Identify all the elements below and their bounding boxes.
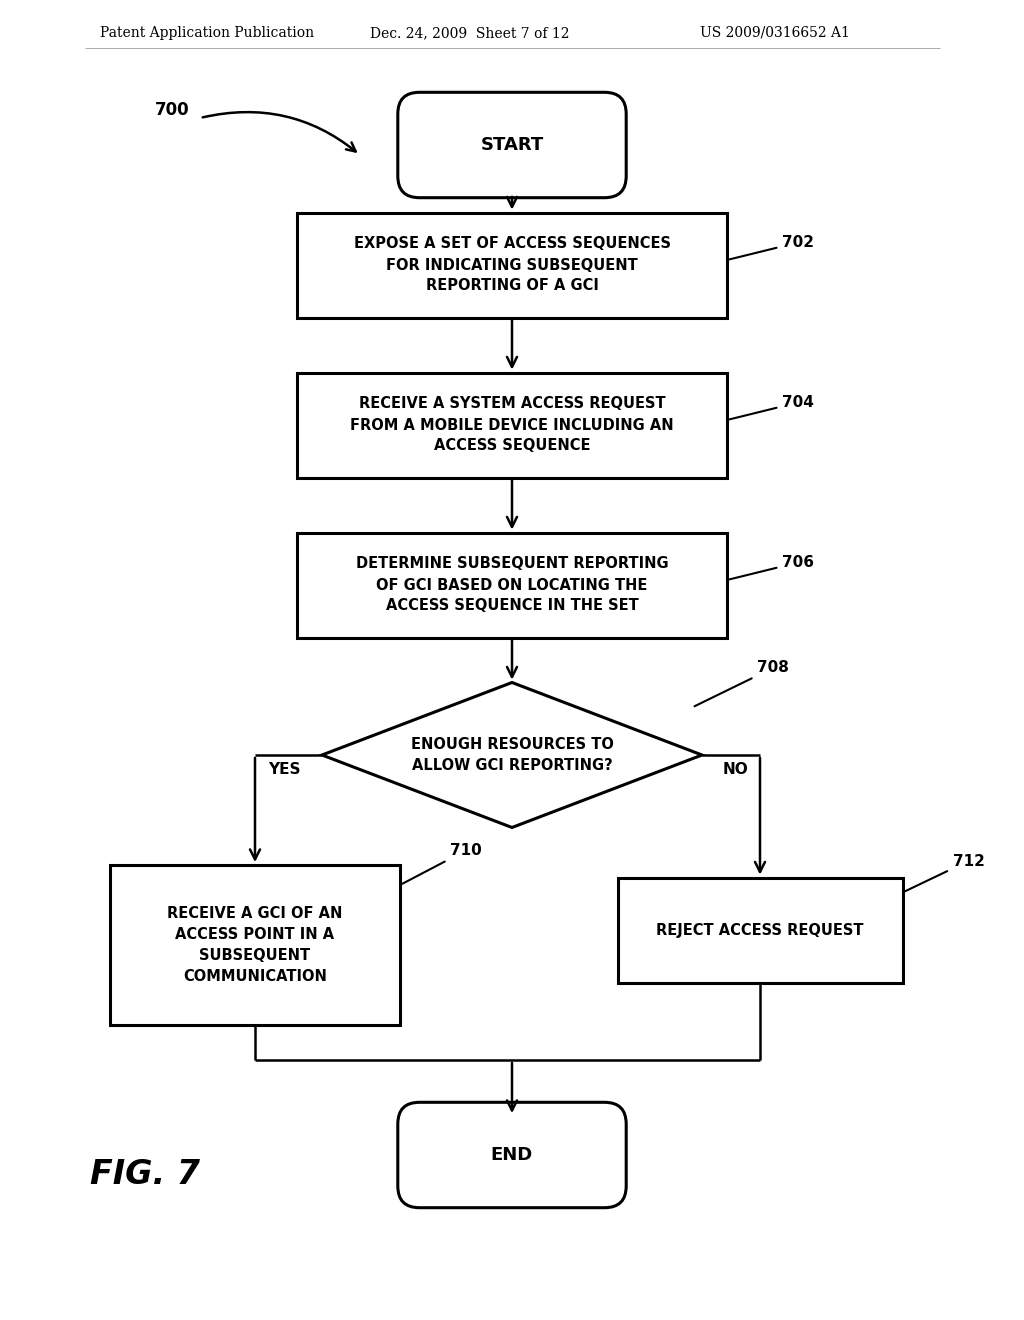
Text: RECEIVE A GCI OF AN
ACCESS POINT IN A
SUBSEQUENT
COMMUNICATION: RECEIVE A GCI OF AN ACCESS POINT IN A SU… xyxy=(167,906,343,983)
Bar xyxy=(110,865,400,1026)
Text: EXPOSE A SET OF ACCESS SEQUENCES
FOR INDICATING SUBSEQUENT
REPORTING OF A GCI: EXPOSE A SET OF ACCESS SEQUENCES FOR IND… xyxy=(353,236,671,293)
Text: 710: 710 xyxy=(402,843,481,883)
Text: US 2009/0316652 A1: US 2009/0316652 A1 xyxy=(700,26,850,40)
Text: ENOUGH RESOURCES TO
ALLOW GCI REPORTING?: ENOUGH RESOURCES TO ALLOW GCI REPORTING? xyxy=(411,737,613,774)
Text: Patent Application Publication: Patent Application Publication xyxy=(100,26,314,40)
Text: 708: 708 xyxy=(694,660,788,706)
Polygon shape xyxy=(322,682,702,828)
Text: 704: 704 xyxy=(730,395,814,420)
Text: Dec. 24, 2009  Sheet 7 of 12: Dec. 24, 2009 Sheet 7 of 12 xyxy=(370,26,569,40)
Bar xyxy=(617,878,902,982)
Text: 706: 706 xyxy=(730,554,814,579)
Text: 702: 702 xyxy=(730,235,814,259)
FancyBboxPatch shape xyxy=(397,1102,627,1208)
Bar xyxy=(297,372,727,478)
Text: 712: 712 xyxy=(905,854,984,891)
Text: START: START xyxy=(480,136,544,154)
Text: NO: NO xyxy=(722,763,748,777)
Text: FIG. 7: FIG. 7 xyxy=(90,1159,200,1192)
Text: REJECT ACCESS REQUEST: REJECT ACCESS REQUEST xyxy=(656,923,864,937)
FancyBboxPatch shape xyxy=(397,92,627,198)
Text: YES: YES xyxy=(267,763,300,777)
Text: RECEIVE A SYSTEM ACCESS REQUEST
FROM A MOBILE DEVICE INCLUDING AN
ACCESS SEQUENC: RECEIVE A SYSTEM ACCESS REQUEST FROM A M… xyxy=(350,396,674,454)
Text: END: END xyxy=(490,1146,534,1164)
Text: 700: 700 xyxy=(155,102,189,119)
Text: DETERMINE SUBSEQUENT REPORTING
OF GCI BASED ON LOCATING THE
ACCESS SEQUENCE IN T: DETERMINE SUBSEQUENT REPORTING OF GCI BA… xyxy=(355,557,669,614)
Bar xyxy=(297,213,727,318)
Bar xyxy=(297,532,727,638)
